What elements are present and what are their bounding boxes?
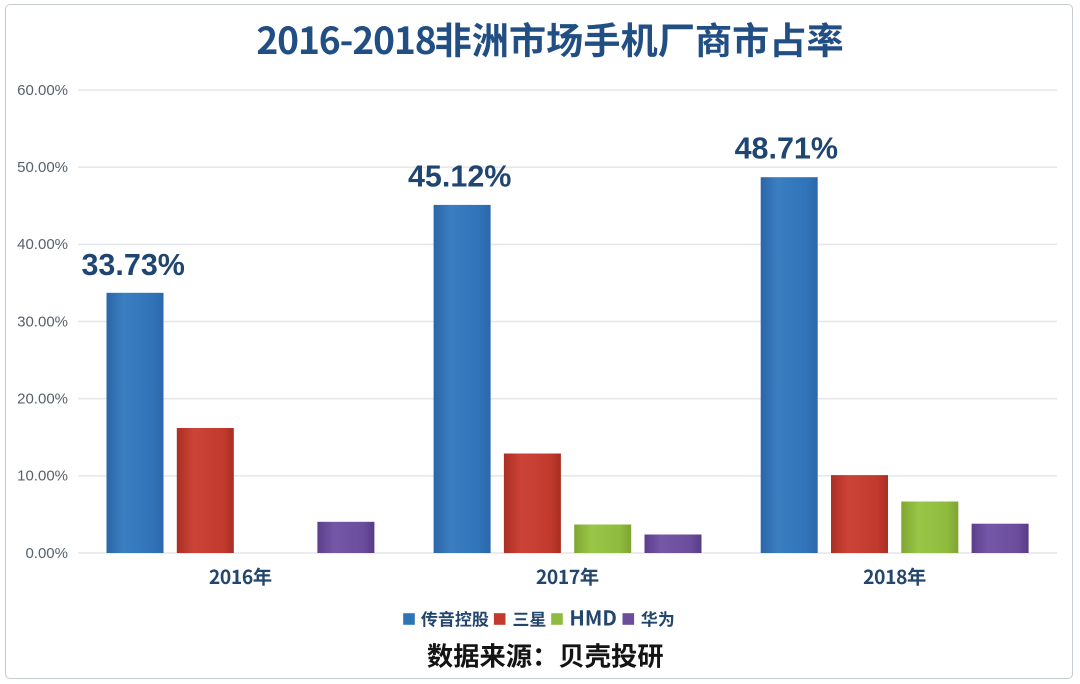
svg-text:30.00%: 30.00% xyxy=(17,313,68,330)
svg-text:20.00%: 20.00% xyxy=(17,391,68,408)
svg-text:45.12%: 45.12% xyxy=(408,159,511,193)
svg-text:33.73%: 33.73% xyxy=(81,248,184,282)
svg-text:60.00%: 60.00% xyxy=(17,82,68,99)
svg-text:10.00%: 10.00% xyxy=(17,468,68,485)
svg-text:48.71%: 48.71% xyxy=(735,132,838,166)
svg-text:0.00%: 0.00% xyxy=(25,545,68,562)
svg-text:50.00%: 50.00% xyxy=(17,159,68,176)
svg-text:40.00%: 40.00% xyxy=(17,236,68,253)
